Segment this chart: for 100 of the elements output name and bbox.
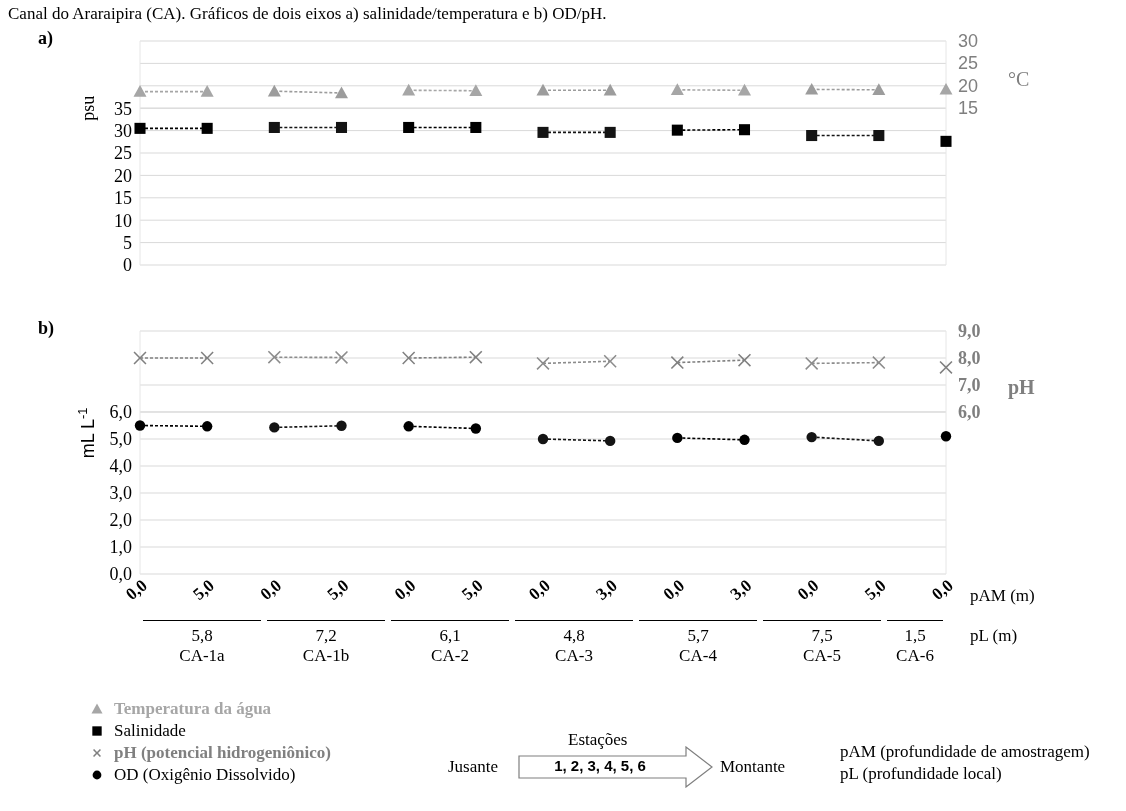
- x-tick-label: 0,0: [525, 575, 554, 604]
- text: Estações: [568, 730, 628, 749]
- point: [805, 356, 819, 370]
- point: [672, 432, 683, 444]
- point: [200, 351, 214, 365]
- text: 1, 2, 3, 4, 5, 6: [554, 757, 646, 774]
- x-tick-label: 0,0: [390, 575, 420, 604]
- chart-title: a): [38, 28, 53, 48]
- point: [537, 433, 549, 445]
- y2-tick-label: 20: [958, 75, 979, 96]
- point: [670, 356, 684, 370]
- point: [201, 122, 213, 134]
- text: 7,2: [315, 626, 337, 645]
- point: [201, 421, 213, 432]
- text: 1,5: [904, 626, 926, 645]
- y2-tick-label: 15: [958, 98, 979, 119]
- y2-tick-label: 25: [958, 53, 979, 74]
- x-tick-label: 5,0: [189, 575, 218, 604]
- point: [738, 353, 751, 367]
- point: [402, 351, 416, 365]
- point: [267, 350, 281, 364]
- point: [268, 121, 280, 133]
- x-tick-label: 0,0: [659, 575, 689, 604]
- x-tick-label: 5,0: [458, 575, 487, 604]
- point: [336, 420, 347, 431]
- point: [133, 351, 147, 365]
- point: [806, 130, 818, 142]
- y2-axis-title: pH: [1008, 376, 1036, 400]
- point: [940, 135, 952, 147]
- x-tick-label: 0,0: [793, 575, 823, 604]
- point: [469, 350, 483, 364]
- y-axis-title: psu: [78, 95, 98, 121]
- chart-title: b): [38, 318, 55, 338]
- point: [604, 126, 616, 138]
- y-tick-label: 2,0: [109, 510, 132, 531]
- legend-label: OD (Oxigênio Dissolvido): [114, 765, 296, 785]
- y-tick-label: 3,0: [109, 483, 132, 504]
- text: CA-1a: [179, 646, 225, 665]
- point: [873, 130, 885, 142]
- y2-axis-title: °C: [1008, 67, 1030, 90]
- text: CA-2: [431, 646, 469, 665]
- point: [940, 431, 952, 442]
- text: 7,5: [811, 626, 833, 645]
- point: [470, 423, 482, 434]
- point: [603, 354, 617, 368]
- y-tick-label: 15: [114, 188, 132, 209]
- text: pAM (profundidade de amostragem): [840, 742, 1090, 761]
- text: 5,7: [687, 626, 709, 645]
- y-tick-label: 5: [123, 232, 132, 253]
- y-tick-label: 25: [114, 143, 132, 164]
- x-tick-label: 5,0: [323, 575, 353, 604]
- text: CA-3: [555, 646, 593, 665]
- point: [403, 121, 415, 133]
- x-tick-label: 3,0: [592, 575, 621, 604]
- y-tick-label: 6,0: [109, 402, 132, 423]
- point: [536, 356, 550, 370]
- point: [470, 121, 482, 133]
- y2-tick-label: 9,0: [958, 321, 981, 341]
- legend-label: pH (potencial hidrogeniônico): [114, 743, 331, 763]
- point: [671, 124, 683, 136]
- x-axis-title: pAM (m): [970, 586, 1035, 605]
- y-tick-label: 35: [114, 98, 132, 119]
- point: [134, 420, 146, 431]
- text: Canal do Araraipira (CA). Gráficos de dois eixos a) salinidade/temperatura e b) OD/pH.: [8, 4, 607, 23]
- text: CA-4: [679, 646, 717, 665]
- y2-tick-label: 6,0: [958, 402, 981, 422]
- y2-tick-label: 7,0: [958, 375, 981, 395]
- point: [872, 356, 886, 370]
- text: CA-5: [803, 646, 841, 665]
- text: 6,1: [439, 626, 461, 645]
- point: [335, 121, 348, 133]
- text: Montante: [720, 757, 786, 776]
- point: [738, 124, 751, 136]
- point: [335, 350, 348, 364]
- y-tick-label: 4,0: [109, 456, 132, 477]
- text: CA-1b: [302, 646, 350, 665]
- y-tick-label: 20: [114, 165, 132, 186]
- x-tick-label: 0,0: [928, 575, 957, 604]
- text: Jusante: [448, 757, 499, 776]
- legend-label: Temperatura da água: [114, 699, 272, 719]
- text: CA-6: [896, 646, 934, 665]
- y2-tick-label: 30: [958, 31, 979, 51]
- text: pL (m): [970, 626, 1018, 645]
- text: 5,8: [191, 626, 213, 645]
- y-tick-label: 5,0: [109, 429, 132, 450]
- y2-tick-label: 8,0: [958, 348, 981, 368]
- y-tick-label: 30: [114, 120, 132, 141]
- point: [739, 434, 750, 446]
- text: 4,8: [563, 626, 585, 645]
- point: [604, 435, 616, 447]
- y-tick-label: 1,0: [109, 537, 132, 558]
- y-tick-label: 10: [114, 210, 132, 231]
- point: [873, 435, 885, 447]
- point: [806, 431, 817, 443]
- point: [134, 122, 146, 134]
- point: [537, 126, 549, 138]
- legend-label: Salinidade: [114, 721, 186, 741]
- text: pL (profundidade local): [840, 764, 1002, 783]
- point: [269, 422, 280, 433]
- x-tick-label: 3,0: [726, 575, 756, 604]
